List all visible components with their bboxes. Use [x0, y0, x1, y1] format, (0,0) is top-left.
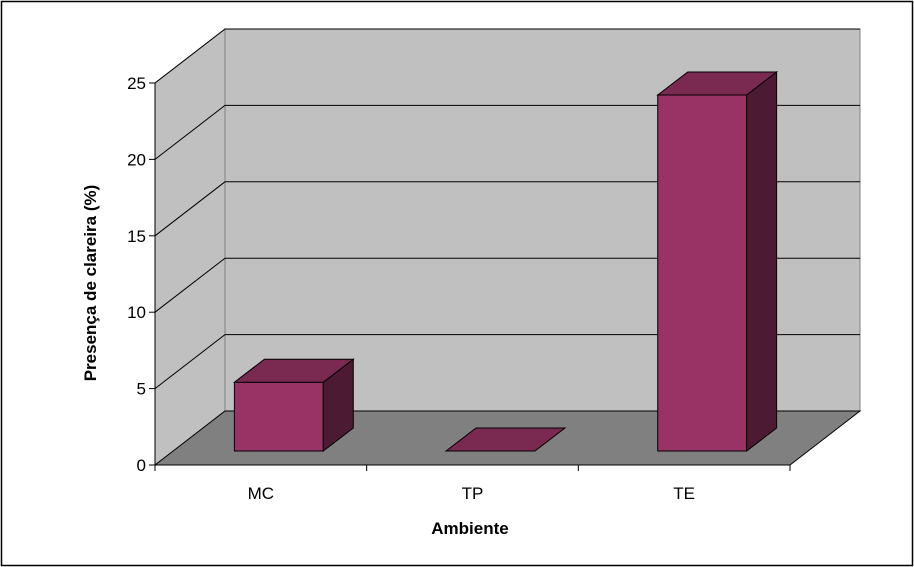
y-tick-label: 10: [127, 303, 146, 322]
y-tick-label: 25: [127, 74, 146, 93]
bar-top: [656, 71, 779, 96]
y-tick-label: 0: [137, 456, 146, 475]
gridline: [154, 257, 860, 313]
gridline: [154, 334, 860, 389]
bar-te: [656, 70, 779, 453]
bar-front: [233, 381, 324, 452]
side-wall: [154, 27, 226, 467]
bar-front: [657, 94, 748, 452]
x-tick-label: TE: [673, 484, 695, 503]
bar-top: [232, 358, 355, 383]
x-tick-label: MC: [248, 484, 274, 503]
y-tick-label: 15: [127, 227, 146, 246]
gridline: [154, 181, 860, 237]
gridlines: [154, 28, 860, 389]
axes: 0 5 10 15 20 25 MC TP TE: [127, 74, 791, 503]
gridline: [154, 28, 860, 84]
y-tick-label: 5: [137, 380, 146, 399]
bars: [232, 70, 779, 453]
gridline: [154, 104, 860, 160]
bar-side: [746, 70, 778, 453]
y-tick-label: 20: [127, 150, 146, 169]
bar-top: [444, 427, 567, 452]
bar-tp: [444, 427, 567, 452]
x-axis-title: Ambiente: [431, 519, 508, 538]
y-axis-title: Presença de clareira (%): [81, 185, 100, 382]
bar-mc: [232, 358, 355, 453]
x-tick-label: TP: [462, 484, 484, 503]
